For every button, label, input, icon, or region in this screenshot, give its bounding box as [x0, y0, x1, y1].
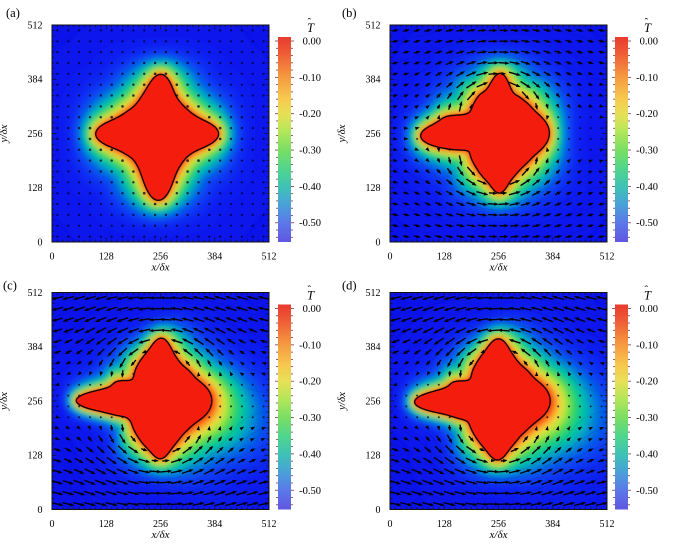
- svg-text:(a): (a): [6, 6, 20, 20]
- svg-text:0: 0: [376, 237, 381, 248]
- svg-text:128: 128: [366, 183, 381, 194]
- svg-text:ˆ: ˆ: [308, 284, 312, 296]
- svg-text:x/δx: x/δx: [489, 262, 508, 274]
- svg-text:x/δx: x/δx: [151, 262, 170, 274]
- svg-text:T: T: [307, 289, 315, 303]
- svg-text:0: 0: [388, 252, 393, 263]
- svg-text:256: 256: [28, 396, 43, 407]
- svg-text:-0.50: -0.50: [299, 218, 321, 229]
- svg-text:256: 256: [28, 129, 43, 140]
- svg-text:-0.40: -0.40: [299, 449, 321, 460]
- svg-text:0.00: 0.00: [640, 304, 658, 315]
- svg-text:384: 384: [207, 519, 222, 530]
- svg-text:y/δx: y/δx: [336, 124, 348, 143]
- svg-text:128: 128: [28, 183, 43, 194]
- svg-text:x/δx: x/δx: [151, 529, 170, 541]
- svg-text:128: 128: [437, 252, 452, 263]
- svg-text:-0.30: -0.30: [299, 413, 321, 424]
- svg-text:512: 512: [366, 288, 381, 299]
- svg-text:-0.50: -0.50: [299, 486, 321, 497]
- svg-text:512: 512: [600, 252, 615, 263]
- svg-text:512: 512: [600, 519, 615, 530]
- svg-text:0.00: 0.00: [303, 304, 321, 315]
- svg-text:512: 512: [262, 252, 277, 263]
- svg-text:256: 256: [491, 252, 506, 263]
- svg-text:384: 384: [207, 252, 222, 263]
- svg-text:128: 128: [28, 451, 43, 462]
- svg-text:T: T: [307, 21, 315, 35]
- svg-text:ˆ: ˆ: [645, 284, 649, 296]
- svg-text:256: 256: [491, 519, 506, 530]
- svg-text:x/δx: x/δx: [489, 529, 508, 541]
- svg-text:-0.20: -0.20: [636, 109, 658, 120]
- svg-text:0: 0: [376, 505, 381, 516]
- svg-text:384: 384: [545, 519, 560, 530]
- svg-text:y/δx: y/δx: [0, 124, 10, 143]
- svg-text:-0.40: -0.40: [636, 182, 658, 193]
- svg-text:y/δx: y/δx: [336, 392, 348, 411]
- svg-text:128: 128: [437, 519, 452, 530]
- svg-text:(d): (d): [342, 279, 357, 293]
- svg-text:128: 128: [99, 519, 114, 530]
- svg-text:0: 0: [388, 519, 393, 530]
- svg-text:128: 128: [366, 451, 381, 462]
- svg-text:y/δx: y/δx: [0, 392, 10, 411]
- svg-text:0: 0: [38, 237, 43, 248]
- svg-text:-0.50: -0.50: [636, 218, 658, 229]
- svg-text:512: 512: [262, 519, 277, 530]
- svg-text:ˆ: ˆ: [308, 17, 312, 29]
- svg-text:384: 384: [366, 75, 381, 86]
- svg-text:0: 0: [50, 519, 55, 530]
- svg-text:0: 0: [50, 252, 55, 263]
- svg-text:T: T: [644, 289, 652, 303]
- svg-text:256: 256: [153, 519, 168, 530]
- svg-text:256: 256: [366, 396, 381, 407]
- svg-text:384: 384: [28, 75, 43, 86]
- svg-text:-0.30: -0.30: [636, 413, 658, 424]
- svg-text:0.00: 0.00: [640, 37, 658, 48]
- svg-text:-0.40: -0.40: [636, 449, 658, 460]
- svg-text:256: 256: [153, 252, 168, 263]
- svg-text:-0.10: -0.10: [299, 340, 321, 351]
- svg-text:-0.20: -0.20: [299, 109, 321, 120]
- svg-text:128: 128: [99, 252, 114, 263]
- svg-text:384: 384: [366, 342, 381, 353]
- svg-text:(b): (b): [342, 6, 357, 20]
- svg-text:-0.20: -0.20: [299, 377, 321, 388]
- svg-text:0.00: 0.00: [303, 37, 321, 48]
- svg-text:384: 384: [545, 252, 560, 263]
- svg-text:-0.10: -0.10: [299, 73, 321, 84]
- svg-text:ˆ: ˆ: [645, 17, 649, 29]
- svg-text:(c): (c): [3, 279, 17, 293]
- svg-text:T: T: [644, 21, 652, 35]
- svg-text:0: 0: [38, 505, 43, 516]
- svg-text:-0.10: -0.10: [636, 340, 658, 351]
- svg-text:-0.30: -0.30: [299, 146, 321, 157]
- svg-text:512: 512: [28, 288, 43, 299]
- svg-text:384: 384: [28, 342, 43, 353]
- svg-text:-0.20: -0.20: [636, 377, 658, 388]
- svg-text:256: 256: [366, 129, 381, 140]
- svg-text:-0.40: -0.40: [299, 182, 321, 193]
- svg-text:-0.10: -0.10: [636, 73, 658, 84]
- svg-text:512: 512: [366, 20, 381, 31]
- svg-text:-0.50: -0.50: [636, 486, 658, 497]
- svg-text:-0.30: -0.30: [636, 146, 658, 157]
- svg-text:512: 512: [28, 20, 43, 31]
